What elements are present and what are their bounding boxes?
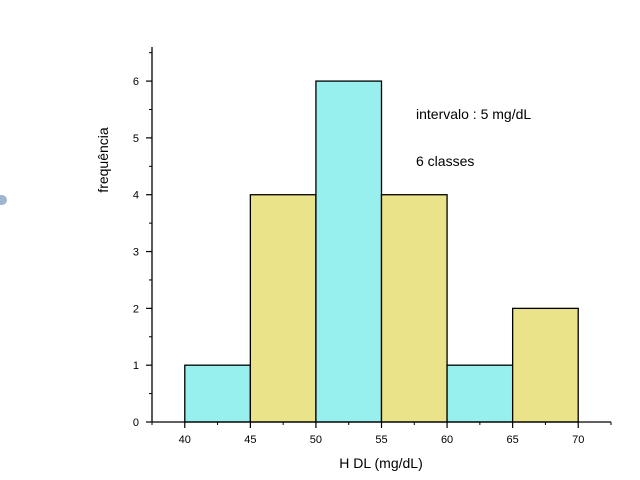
y-tick-label: 1	[133, 360, 139, 372]
y-tick-label: 2	[133, 303, 139, 315]
x-tick-label: 60	[441, 434, 453, 446]
annotation-interval: intervalo : 5 mg/dL	[416, 106, 531, 122]
y-tick-label: 3	[133, 247, 139, 259]
histogram-bar-50-55	[315, 80, 383, 423]
y-tick-label: 5	[133, 133, 139, 145]
edge-marker	[0, 195, 7, 205]
histogram-bar-65-70	[511, 307, 579, 423]
y-tick-label: 6	[133, 76, 139, 88]
y-ticks: 0 1 2 3 4 5 6	[133, 52, 152, 429]
x-tick-label: 40	[179, 434, 191, 446]
x-tick-label: 55	[375, 434, 387, 446]
x-axis-title: H DL (mg/dL)	[339, 455, 423, 471]
annotation-classes: 6 classes	[416, 153, 474, 169]
y-axis-title: frequência	[95, 127, 111, 193]
y-tick-label: 0	[133, 417, 139, 429]
x-tick-label: 65	[507, 434, 519, 446]
y-tick-label: 4	[133, 190, 139, 202]
histogram-bar-40-45	[184, 364, 252, 423]
histogram-bar-55-60	[380, 194, 448, 423]
histogram-bar-60-65	[446, 364, 514, 423]
x-tick-label: 45	[244, 434, 256, 446]
x-ticks: 40 45 50 55 60 65 70	[151, 422, 612, 446]
histogram-bar-45-50	[249, 194, 317, 423]
x-tick-label: 70	[572, 434, 584, 446]
bars-layer	[184, 80, 579, 423]
x-tick-label: 50	[310, 434, 322, 446]
